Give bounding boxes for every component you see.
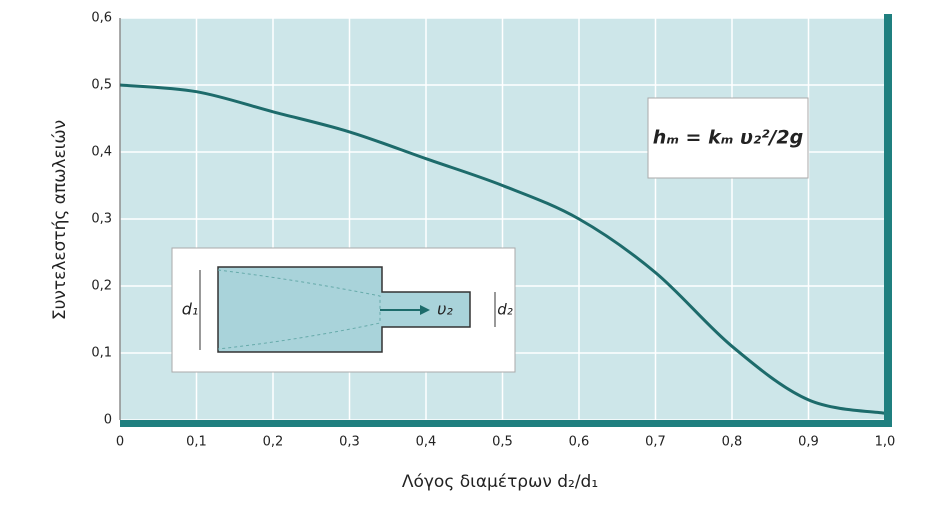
inset-label: d₁: [182, 300, 199, 319]
x-tick-label: 0,8: [722, 435, 743, 450]
y-tick-label: 0,6: [91, 11, 112, 26]
x-tick-label: 0,2: [263, 435, 284, 450]
y-tick-label: 0,1: [91, 346, 112, 361]
y-axis-title: Συντελεστής απωλειών: [50, 120, 70, 320]
formula-box: hₘ = kₘ υ₂²/2g: [648, 98, 808, 178]
y-tick-label: 0,3: [91, 212, 112, 227]
x-tick-label: 0,4: [416, 435, 437, 450]
y-tick-label: 0,2: [91, 279, 112, 294]
inset: d₁ υ₂ d₂: [172, 248, 515, 372]
y-tick-label: 0: [104, 413, 112, 428]
x-axis: [120, 420, 892, 427]
x-tick-label: 1,0: [875, 435, 896, 450]
x-tick-label: 0,7: [645, 435, 666, 450]
y-tick-label: 0,4: [91, 145, 112, 160]
chart: hₘ = kₘ υ₂²/2g d₁ υ₂ d₂ Λόγος διαμέτρων …: [0, 0, 925, 509]
y-tick-label: 0,5: [91, 78, 112, 93]
right-border: [884, 14, 892, 426]
x-tick-label: 0,6: [569, 435, 590, 450]
inset-label: d₂: [497, 301, 513, 319]
inset-label: υ₂: [437, 300, 453, 319]
x-tick-label: 0,3: [339, 435, 360, 450]
x-tick-label: 0,5: [492, 435, 513, 450]
formula: hₘ = kₘ υ₂²/2g: [653, 127, 803, 149]
x-tick-label: 0,9: [798, 435, 819, 450]
x-tick-label: 0,1: [186, 435, 207, 450]
x-axis-title: Λόγος διαμέτρων d₂/d₁: [402, 472, 598, 492]
x-tick-label: 0: [116, 435, 124, 450]
